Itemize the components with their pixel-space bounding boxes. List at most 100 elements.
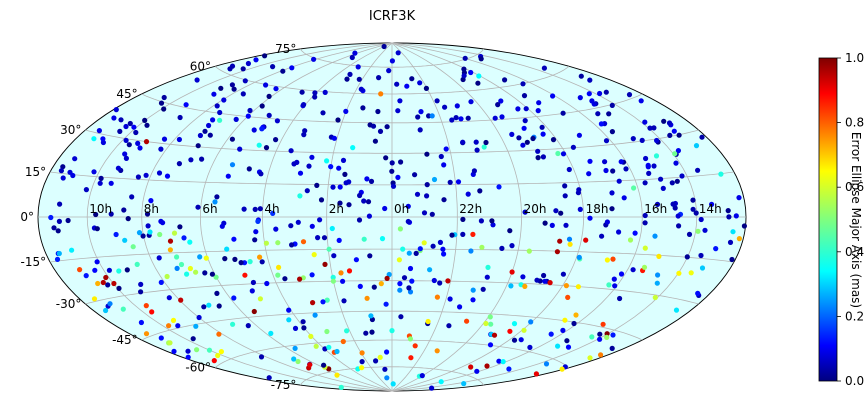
source-point — [429, 385, 435, 391]
source-point — [106, 267, 112, 273]
source-point — [366, 213, 372, 219]
source-point — [122, 151, 128, 157]
source-point — [317, 217, 323, 223]
source-point — [161, 136, 168, 142]
source-point — [156, 170, 163, 176]
source-point — [674, 178, 680, 184]
source-point — [390, 183, 397, 189]
source-point — [94, 226, 100, 232]
source-point — [438, 379, 444, 385]
source-point — [713, 246, 719, 252]
source-point — [642, 220, 648, 226]
colorbar-tick-label: 0.0 — [845, 374, 864, 388]
source-point — [142, 117, 148, 123]
source-point — [113, 231, 119, 238]
source-point — [653, 153, 660, 159]
source-point — [292, 345, 298, 351]
source-point — [126, 142, 132, 148]
source-point — [92, 267, 98, 273]
source-point — [306, 163, 312, 169]
source-point — [474, 147, 480, 153]
source-point — [462, 55, 468, 61]
source-point — [135, 140, 141, 146]
source-point — [598, 352, 604, 358]
source-point — [57, 201, 63, 207]
source-point — [134, 261, 140, 267]
source-point — [77, 267, 83, 273]
source-point — [693, 143, 700, 149]
dec-tick-label: -15° — [20, 255, 46, 269]
source-point — [357, 192, 363, 199]
source-point — [247, 107, 253, 114]
source-point — [726, 214, 732, 220]
source-point — [199, 156, 205, 162]
ra-tick-label: 10h — [89, 202, 112, 216]
source-point — [158, 146, 164, 152]
source-point — [321, 362, 327, 368]
source-point — [194, 77, 200, 83]
source-point — [213, 274, 219, 280]
source-point — [216, 303, 222, 309]
source-point — [171, 348, 177, 354]
source-point — [595, 111, 601, 117]
source-point — [511, 321, 518, 327]
ra-tick-label: 16h — [644, 202, 667, 216]
source-point — [156, 255, 162, 261]
source-point — [232, 256, 238, 262]
source-point — [219, 223, 225, 229]
source-point — [257, 254, 263, 260]
source-point — [616, 229, 622, 235]
source-point — [536, 100, 542, 106]
source-point — [522, 283, 528, 289]
source-point — [578, 73, 584, 79]
source-point — [390, 381, 396, 387]
source-point — [404, 83, 410, 89]
source-point — [368, 313, 374, 319]
source-point — [550, 93, 556, 99]
source-point — [460, 231, 466, 237]
source-point — [143, 172, 149, 178]
source-point — [322, 89, 328, 95]
source-point — [651, 163, 657, 169]
source-point — [291, 356, 297, 362]
source-point — [698, 216, 704, 223]
source-point — [487, 342, 494, 348]
source-point — [500, 359, 506, 365]
colorbar-tick-label: 0.2 — [845, 309, 864, 323]
dec-tick-label: 60° — [190, 59, 211, 73]
source-point — [401, 275, 408, 281]
source-point — [193, 269, 199, 275]
source-point — [322, 346, 328, 352]
source-point — [655, 272, 661, 278]
chart-title: ICRF3K — [369, 9, 416, 24]
source-point — [430, 243, 436, 249]
source-point — [425, 318, 431, 325]
source-point — [309, 154, 315, 160]
source-point — [300, 239, 307, 245]
source-point — [103, 274, 109, 281]
source-point — [577, 206, 583, 212]
source-point — [167, 340, 173, 346]
source-point — [623, 166, 629, 172]
source-point — [409, 278, 415, 284]
source-point — [231, 236, 237, 242]
source-point — [658, 176, 664, 182]
source-point — [185, 354, 191, 360]
source-point — [413, 250, 419, 256]
source-point — [400, 246, 406, 252]
source-point — [560, 327, 566, 333]
source-point — [468, 248, 474, 254]
source-point — [540, 154, 547, 160]
dec-tick-label: 45° — [116, 87, 137, 101]
source-point — [524, 139, 530, 145]
source-point — [652, 233, 658, 239]
source-point — [69, 247, 75, 253]
colorbar-gradient — [818, 57, 838, 382]
source-point — [606, 282, 612, 288]
dec-tick-label: -30° — [56, 297, 82, 311]
source-point — [331, 135, 337, 141]
source-point — [587, 355, 593, 361]
source-point — [326, 344, 332, 350]
source-point — [565, 344, 572, 350]
source-point — [417, 246, 423, 252]
